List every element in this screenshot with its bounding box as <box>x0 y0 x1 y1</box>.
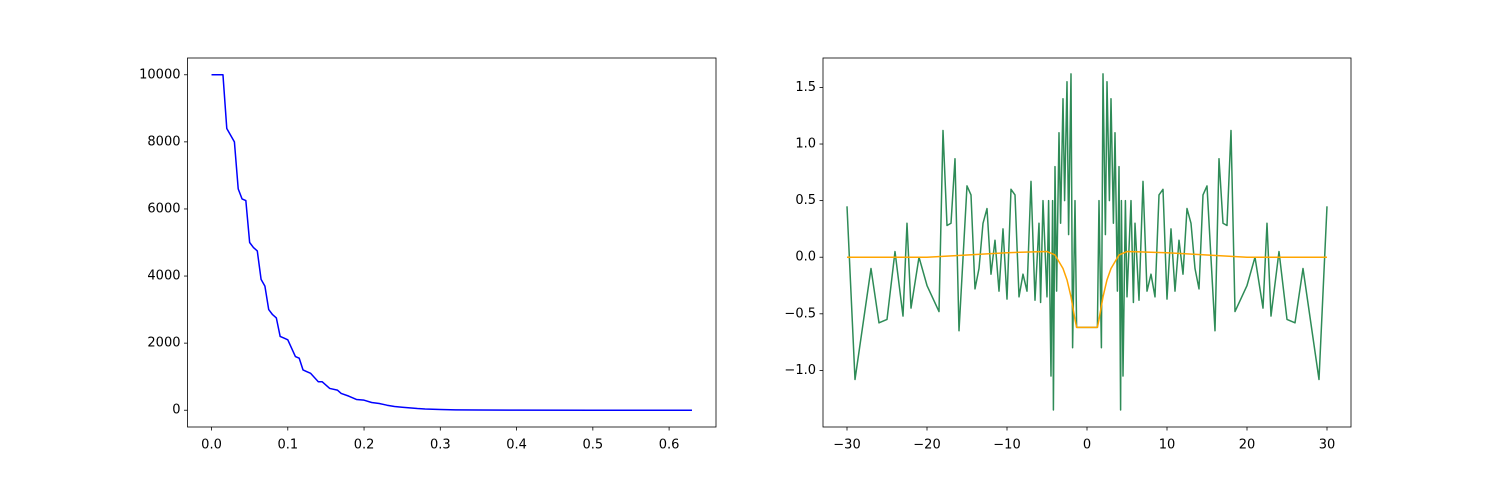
y-tick-label: 6000 <box>147 201 180 216</box>
y-tick-label: 10000 <box>139 67 180 82</box>
y-tick-label: −1.0 <box>784 363 816 378</box>
x-tick-label: 30 <box>1319 438 1336 453</box>
x-tick-label: −10 <box>993 438 1020 453</box>
x-tick-label: 0.6 <box>659 438 680 453</box>
line <box>847 250 1327 329</box>
y-tick-label: 1.0 <box>795 137 816 152</box>
y-tick-label: −0.5 <box>784 306 816 321</box>
axes-frame <box>822 57 1352 428</box>
x-tick-label: 10 <box>1159 438 1176 453</box>
x-tick-label: −30 <box>833 438 860 453</box>
line <box>846 73 1328 411</box>
y-tick-label: 0.5 <box>795 193 816 208</box>
y-tick-label: 0 <box>172 403 180 418</box>
x-tick-label: 0 <box>1083 438 1091 453</box>
y-tick-label: 8000 <box>147 134 180 149</box>
line <box>211 74 692 411</box>
axes-frame <box>187 57 717 428</box>
y-tick-label: 1.5 <box>795 80 816 95</box>
x-tick-label: 0.4 <box>506 438 527 453</box>
x-tick-label: 20 <box>1239 438 1256 453</box>
y-tick-label: 4000 <box>147 269 180 284</box>
x-tick-label: 0.5 <box>582 438 603 453</box>
x-tick-label: 0.3 <box>430 438 451 453</box>
x-tick-label: 0.0 <box>201 438 222 453</box>
y-tick-label: 0.0 <box>795 250 816 265</box>
x-tick-label: 0.1 <box>277 438 298 453</box>
x-tick-label: −20 <box>913 438 940 453</box>
x-tick-label: 0.2 <box>354 438 375 453</box>
y-tick-label: 2000 <box>147 336 180 351</box>
